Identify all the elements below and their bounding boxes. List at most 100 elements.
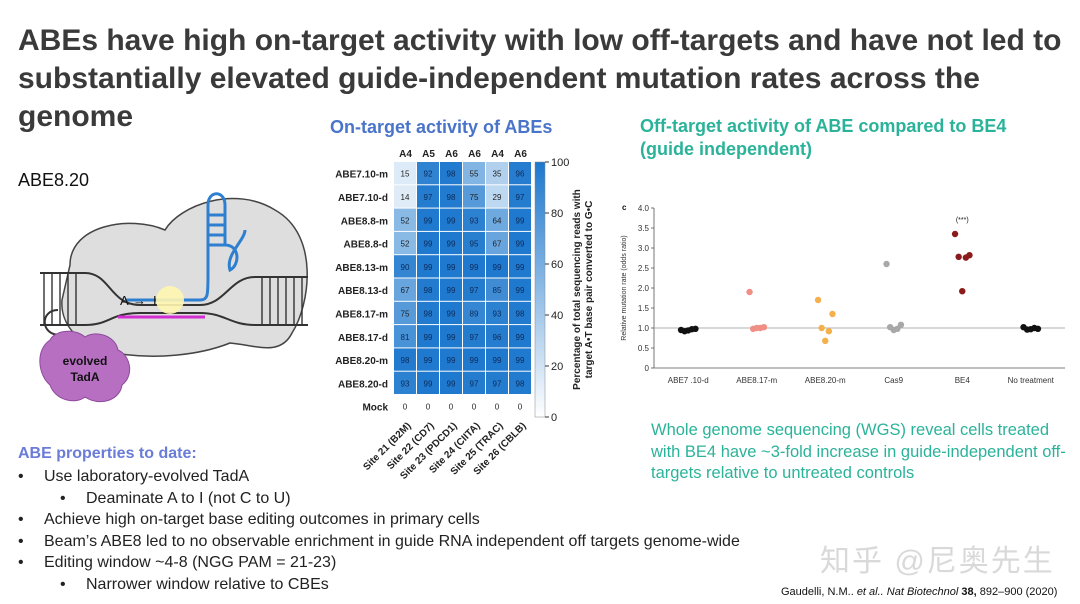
heatmap-cell (394, 348, 416, 371)
heatmap-cell (440, 278, 462, 301)
heatmap-cell-value: 64 (493, 216, 502, 225)
panel-label: c (622, 203, 627, 212)
heatmap-cell (463, 371, 485, 394)
colorbar-tick-label: 60 (551, 259, 563, 271)
heatmap-cell-value: 14 (401, 193, 410, 202)
heatmap-cell-value: 0 (518, 403, 523, 412)
heatmap-cell-value: 99 (447, 216, 456, 225)
heatmap-cell (486, 348, 508, 371)
citation-authors: Gaudelli, N.M.. (781, 586, 854, 598)
heatmap-row-label: ABE8.13-m (335, 263, 388, 274)
heatmap-cell-value: 99 (447, 286, 456, 295)
x-tick-label: Cas9 (884, 376, 903, 385)
heatmap-cell-value: 97 (470, 333, 479, 342)
heatmap-cell-value: 99 (493, 263, 502, 272)
heatmap-cell-value: 75 (470, 193, 479, 202)
heatmap-cell-value: 99 (516, 333, 525, 342)
heatmap-cell (486, 371, 508, 394)
data-point (962, 254, 970, 261)
edit-a-label: A (120, 293, 129, 308)
edit-arrow: → (133, 293, 146, 308)
heatmap-cell (486, 395, 508, 418)
heatmap-cell-value: 55 (470, 170, 479, 179)
heatmap-position-label: A4 (399, 149, 412, 160)
heatmap-cell-value: 97 (516, 193, 525, 202)
heatmap-cell-value: 93 (470, 216, 479, 225)
heatmap-cell (417, 231, 439, 255)
y-tick-label: 2.0 (638, 284, 650, 293)
dna-rungs (43, 273, 303, 325)
heatmap-row-label: ABE8.13-d (338, 286, 388, 297)
heatmap-cell (486, 325, 508, 348)
heatmap-cell-value: 98 (516, 379, 525, 388)
heatmap-cell (440, 162, 462, 185)
x-tick-label: ABE8.17-m (736, 376, 777, 385)
colorbar-tick-label: 40 (551, 310, 563, 322)
heatmap-cell (509, 231, 531, 255)
heatmap-cell-value: 89 (470, 309, 479, 318)
property-subitem: Deaminate A to I (not C to U) (18, 488, 740, 510)
heatmap-cell (417, 162, 439, 185)
abe-mechanism-diagram: A → I evolved TadA (39, 192, 308, 403)
heatmap-cell (463, 395, 485, 418)
heatmap-cell-value: 67 (493, 240, 502, 249)
heatmap-cell-value: 99 (447, 263, 456, 272)
y-tick-label: 1.0 (638, 324, 650, 333)
property-subitem: Narrower window relative to CBEs (18, 574, 740, 596)
heatmap-cell-value: 97 (470, 286, 479, 295)
y-tick-label: 3.5 (638, 224, 650, 233)
heatmap-cell-value: 99 (470, 356, 479, 365)
heatmap-cell (417, 301, 439, 325)
heatmap-cell-value: 98 (447, 193, 456, 202)
heatmap-cell (463, 162, 485, 185)
heatmap-cell (440, 395, 462, 418)
heatmap-cell (394, 301, 416, 325)
property-item: Use laboratory-evolved TadA (18, 466, 740, 488)
heatmap-cell (509, 255, 531, 278)
data-point (746, 288, 753, 296)
colorbar-label: Percentage of total sequencing reads wit… (572, 189, 583, 390)
heatmap-cell (463, 301, 485, 325)
heatmap-position-label: A6 (445, 149, 458, 160)
abe-properties-list: Use laboratory-evolved TadA Deaminate A … (18, 466, 740, 595)
heatmap-cell-value: 99 (447, 333, 456, 342)
heatmap-cell (463, 325, 485, 348)
heatmap-cell (509, 162, 531, 185)
citation-pages: 892–900 (2020) (979, 586, 1058, 598)
heatmap-cell-value: 99 (447, 379, 456, 388)
heatmap-cell (440, 231, 462, 255)
wgs-finding-text: Whole genome sequencing (WGS) reveal cel… (651, 421, 1066, 482)
heatmap-cell-value: 93 (493, 309, 502, 318)
y-tick-label: 0 (645, 364, 650, 373)
tada-label-line2: TadA (70, 370, 99, 384)
y-tick-label: 2.5 (638, 264, 650, 273)
heatmap-cell (463, 185, 485, 208)
heatmap-cell (509, 208, 531, 231)
citation-volume: 38, (961, 586, 977, 598)
heatmap-cell (440, 371, 462, 394)
heatmap-cell-value: 67 (401, 286, 410, 295)
heatmap-cell (486, 278, 508, 301)
heatmap-row-label: ABE7.10-d (338, 193, 388, 204)
colorbar (534, 161, 546, 418)
heatmap-cell (417, 278, 439, 301)
heatmap-cell-value: 0 (426, 403, 431, 412)
heatmap-row-label: ABE8.17-m (335, 309, 388, 320)
heatmap-cell-value: 90 (401, 263, 410, 272)
heatmap-cell-value: 99 (424, 356, 433, 365)
abe-properties-title: ABE properties to date: (18, 445, 197, 462)
heatmap-cell-value: 98 (401, 356, 410, 365)
x-tick-label: ABE7 .10-d (668, 376, 709, 385)
heatmap-cell-value: 52 (401, 216, 410, 225)
ontarget-section-title: On-target activity of ABEs (330, 117, 553, 137)
heatmap-cell (486, 301, 508, 325)
heatmap-cell (486, 255, 508, 278)
heatmap-cell (463, 208, 485, 231)
heatmap-cell-value: 99 (516, 263, 525, 272)
heatmap-cell (417, 255, 439, 278)
offtarget-section-title: Off-target activity of ABE compared to B… (640, 116, 1007, 159)
heatmap-cell (417, 208, 439, 231)
heatmap-cell (417, 395, 439, 418)
property-item: Beam’s ABE8 led to no observable enrichm… (18, 531, 740, 553)
heatmap-cell (394, 395, 416, 418)
